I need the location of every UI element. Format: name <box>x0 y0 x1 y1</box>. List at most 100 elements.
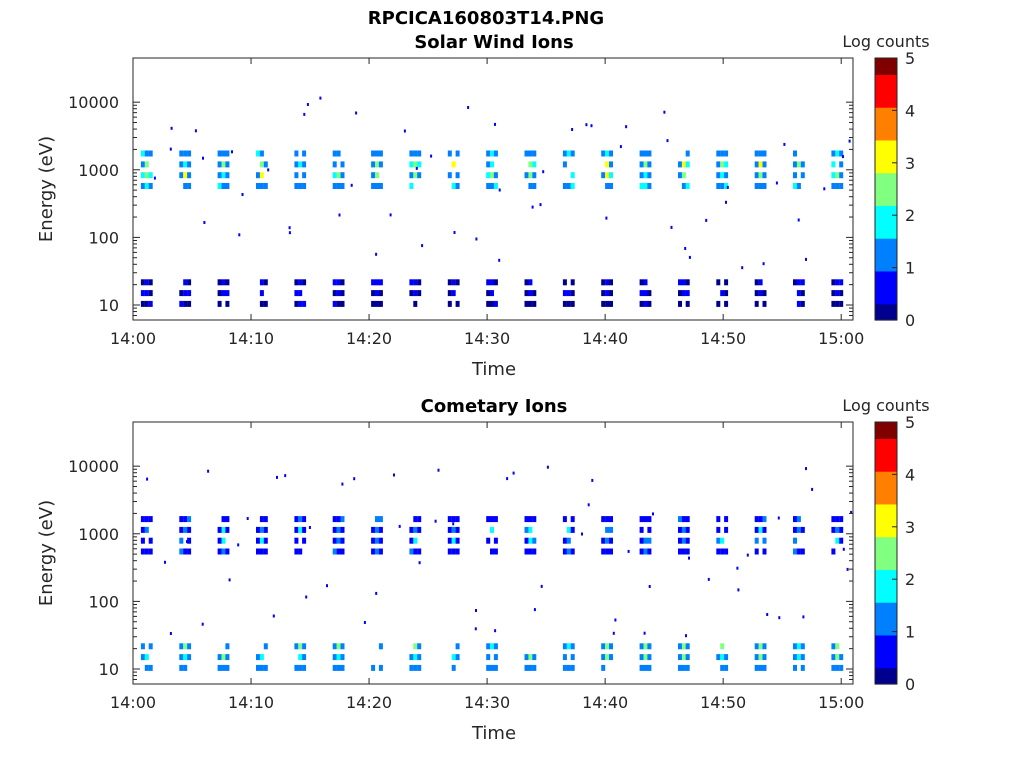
heatmap-cell <box>562 516 567 523</box>
heatmap-cell <box>238 233 241 237</box>
cometary-axes: 14:00 14:10 14:20 14:30 14:40 14:50 15:00 10 100… <box>68 422 864 712</box>
colorbar-frame <box>874 57 898 321</box>
heatmap-cell <box>187 172 192 179</box>
heatmap-cell <box>754 279 759 286</box>
heatmap-cell <box>800 279 805 286</box>
heatmap-cell <box>570 664 575 671</box>
y-tick-label: 100 <box>88 592 119 611</box>
heatmap-cell <box>302 664 307 671</box>
heatmap-cell <box>298 279 303 286</box>
heatmap-cell <box>294 516 299 523</box>
heatmap-cell <box>800 548 805 555</box>
colorbar-segment <box>875 675 897 681</box>
heatmap-cell <box>475 237 478 241</box>
heatmap-cell <box>524 150 529 157</box>
heatmap-cell <box>256 548 260 555</box>
heatmap-cell <box>647 516 652 523</box>
heatmap-cell <box>447 172 452 179</box>
heatmap-cell <box>451 279 456 286</box>
heatmap-cell <box>486 643 491 650</box>
heatmap-cell <box>566 150 571 157</box>
heatmap-cell <box>647 150 652 157</box>
heatmap-cell <box>524 516 529 523</box>
heatmap-cell <box>256 183 260 189</box>
heatmap-cell <box>566 183 571 189</box>
colorbar-tick-label: 4 <box>905 465 915 484</box>
heatmap-cell <box>378 548 383 555</box>
heatmap-cell <box>570 548 575 555</box>
heatmap-cell <box>305 595 308 599</box>
heatmap-cell <box>800 526 805 533</box>
colorbar-segment <box>875 438 897 444</box>
heatmap-cell <box>417 172 422 179</box>
heatmap-cell <box>647 300 652 307</box>
heatmap-cell <box>831 643 836 650</box>
heatmap-cell <box>643 654 648 661</box>
heatmap-cell <box>848 139 851 143</box>
heatmap-cell <box>183 150 188 157</box>
heatmap-cell <box>336 300 341 307</box>
heatmap-cell <box>678 526 682 533</box>
colorbar-segment <box>875 176 897 182</box>
heatmap-cell <box>566 548 571 555</box>
y-tick-label: 10000 <box>68 457 119 476</box>
heatmap-cell <box>225 290 230 297</box>
heatmap-cell <box>835 664 840 671</box>
heatmap-cell <box>378 537 383 544</box>
heatmap-cell <box>639 664 644 671</box>
heatmap-cell <box>839 664 844 671</box>
heatmap-cell <box>186 540 188 544</box>
heatmap-cell <box>493 172 498 179</box>
heatmap-cell <box>528 537 533 544</box>
heatmap-cell <box>336 654 341 661</box>
heatmap-cell <box>169 632 172 635</box>
heatmap-cell <box>187 300 192 307</box>
heatmap-cell <box>831 516 836 523</box>
heatmap-cell <box>183 183 188 189</box>
heatmap-cell <box>371 161 376 168</box>
heatmap-cell <box>562 150 567 157</box>
heatmap-cell <box>371 300 376 307</box>
heatmap-cell <box>796 654 801 661</box>
heatmap-cell <box>762 150 767 157</box>
colorbar-tick-label: 5 <box>905 413 915 432</box>
heatmap-cell <box>302 526 307 533</box>
heatmap-cell <box>681 537 686 544</box>
heatmap-cell <box>336 290 341 297</box>
heatmap-cell <box>217 161 222 168</box>
heatmap-cell <box>720 654 725 661</box>
heatmap-cell <box>524 664 529 671</box>
colorbar-tick-label: 0 <box>905 311 915 330</box>
heatmap-cell <box>486 290 491 297</box>
heatmap-cell <box>846 567 849 571</box>
heatmap-cell <box>685 516 690 523</box>
heatmap-cell <box>643 664 648 671</box>
heatmap-cell <box>183 664 188 671</box>
colorbar-segment <box>875 422 897 427</box>
heatmap-cell <box>716 548 721 555</box>
heatmap-cell <box>566 537 571 544</box>
heatmap-cell <box>678 516 682 523</box>
heatmap-cell <box>831 654 836 661</box>
colorbar-segment <box>875 516 897 521</box>
heatmap-cell <box>179 526 184 533</box>
heatmap-cell <box>490 548 494 555</box>
heatmap-cell <box>140 290 145 297</box>
heatmap-cell <box>562 537 567 544</box>
heatmap-cell <box>187 161 192 168</box>
heatmap-cell <box>490 172 494 179</box>
heatmap-cell <box>605 290 610 297</box>
heatmap-cell <box>486 172 491 179</box>
heatmap-cell <box>839 537 844 544</box>
heatmap-cell <box>562 548 567 555</box>
heatmap-cell <box>179 654 184 661</box>
heatmap-cell <box>455 172 460 179</box>
heatmap-cell <box>409 548 414 555</box>
heatmap-cell <box>643 643 648 650</box>
heatmap-cell <box>263 300 268 307</box>
heatmap-cell <box>144 290 149 297</box>
heatmap-cell <box>533 608 536 612</box>
colorbar-segment <box>875 495 897 501</box>
heatmap-cell <box>201 622 204 626</box>
heatmap-cell <box>570 290 575 297</box>
